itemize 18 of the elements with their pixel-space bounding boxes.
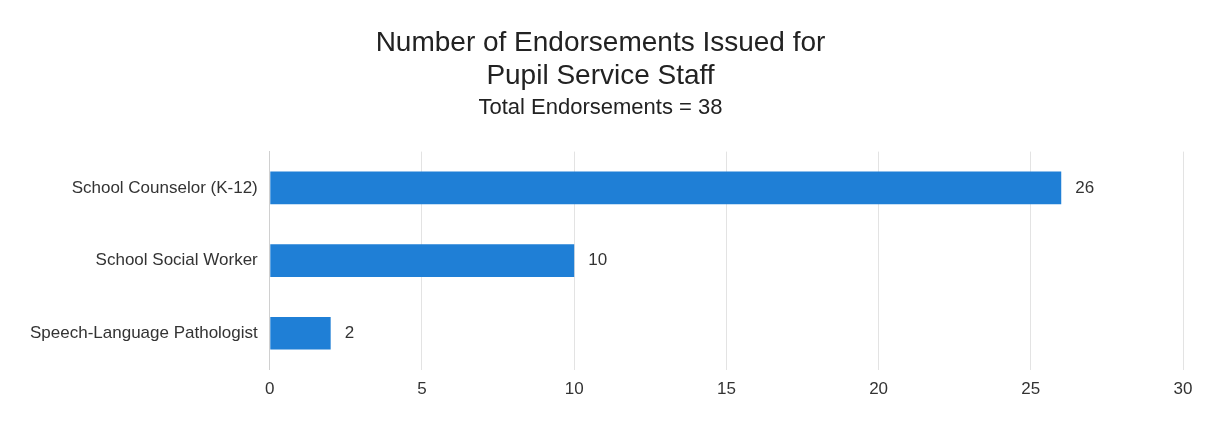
- x-tick-label: 0: [265, 379, 275, 399]
- x-tick-label: 20: [869, 379, 889, 399]
- bar: [270, 171, 1062, 205]
- x-tick-label: 25: [1021, 379, 1041, 399]
- data-label: 10: [588, 250, 608, 270]
- y-tick-label: School Social Worker: [95, 250, 259, 270]
- bar: [270, 244, 575, 277]
- x-tick-label: 5: [417, 379, 427, 399]
- bar: [270, 316, 331, 350]
- x-tick-label: 30: [1173, 379, 1193, 399]
- x-tick-label: 10: [564, 379, 584, 399]
- y-tick-label: Speech-Language Pathologist: [29, 322, 259, 342]
- chart-subtitle: Total Endorsements = 38: [478, 94, 723, 120]
- y-tick-label: School Counselor (K-12): [71, 177, 258, 197]
- data-label: 26: [1075, 177, 1095, 197]
- chart-title: Number of Endorsements Issued for Pupil Service Staff: [375, 25, 826, 91]
- x-tick-label: 15: [716, 379, 736, 399]
- data-label: 2: [344, 322, 355, 342]
